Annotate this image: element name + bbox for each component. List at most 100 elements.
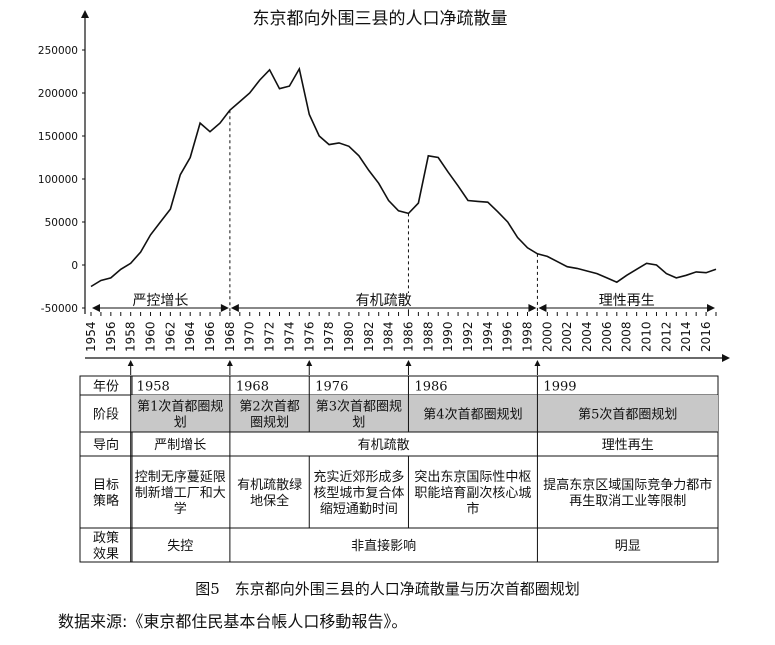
x-tick-label: 2004 bbox=[580, 321, 594, 352]
x-tick-label: 2002 bbox=[560, 321, 574, 352]
table-cell-shade bbox=[537, 395, 718, 432]
year-arrow-head bbox=[127, 360, 134, 366]
table-cell-text: 核型城市复合体 bbox=[313, 485, 404, 501]
table-cell-text: 第4次首都圈规划 bbox=[423, 407, 522, 423]
phase-label-bg bbox=[349, 293, 418, 307]
x-axis-ticks: 1954 1956 1958 1960 1962 1964 1966 1968 1970 1972… bbox=[84, 312, 717, 352]
x-tick-label: 2010 bbox=[640, 321, 654, 352]
table-cell-text: 提高东京区域国际竞争力都市 bbox=[543, 477, 712, 493]
table-cell-text: 1999 bbox=[543, 380, 576, 395]
table-cell-shade bbox=[408, 395, 538, 432]
phase-brackets: 严控增长 有机疏散 理性再生 bbox=[92, 293, 715, 312]
year-arrow-head bbox=[405, 360, 412, 366]
y-tick-label: 100000 bbox=[38, 174, 78, 186]
table-cell-text: 有机疏散绿 bbox=[237, 478, 302, 493]
x-tick-label: 1964 bbox=[183, 321, 197, 352]
table-cell-text: 突出东京国际性中枢 bbox=[414, 469, 531, 485]
table-cell-text: 市 bbox=[466, 501, 479, 517]
x-tick-label: 1992 bbox=[461, 321, 475, 352]
phase-label: 有机疏散 bbox=[356, 293, 412, 309]
table-cell-text: 非直接影响 bbox=[351, 538, 416, 554]
x-tick-label: 1996 bbox=[501, 321, 515, 352]
x-tick-label: 1974 bbox=[282, 321, 296, 352]
phase-left-arrowhead bbox=[538, 304, 547, 312]
table-cell-text: 理性再生 bbox=[602, 438, 654, 453]
table-row-header: 导向 bbox=[93, 437, 119, 453]
table-cell-text: 有机疏散 bbox=[358, 438, 410, 453]
y-axis-ticks: -50000 0 50000 100000 150000 200000 250000 bbox=[38, 45, 85, 315]
phase-right-arrowhead bbox=[528, 304, 537, 312]
x-tick-label: 1980 bbox=[342, 321, 356, 352]
table-cell-text: 再生取消工业等限制 bbox=[569, 493, 686, 509]
x-tick-label: 1990 bbox=[441, 321, 455, 352]
table-cell-text: 控制无序蔓延限 bbox=[135, 470, 226, 485]
phase-left-arrowhead bbox=[230, 304, 239, 312]
table-cell-shade bbox=[130, 395, 230, 432]
x-tick-label: 1982 bbox=[362, 321, 376, 352]
chart-figure: 东京都向外围三县的人口净疏散量 -50000 0 50000 100000 150000… bbox=[38, 9, 730, 563]
table-cell-text: 地保全 bbox=[250, 493, 289, 509]
table-row-header: 年份 bbox=[93, 380, 119, 395]
table-cell-text: 1958 bbox=[137, 380, 170, 395]
phase-label: 严控增长 bbox=[132, 293, 188, 309]
x-tick-label: 1960 bbox=[144, 321, 158, 352]
table-cell-text: 划 bbox=[174, 416, 187, 431]
x-tick-label: 1972 bbox=[263, 321, 277, 352]
x-tick-label: 2008 bbox=[620, 321, 634, 352]
year-arrows bbox=[127, 360, 541, 375]
table-cell-text: 第2次首都 bbox=[239, 399, 299, 415]
table-row-header: 策略 bbox=[93, 493, 119, 509]
x-tick-label: 1962 bbox=[163, 321, 177, 352]
net-outflow-series-line bbox=[90, 66, 717, 288]
table-cell-text: 第1次首都圈规 bbox=[137, 399, 223, 415]
y-tick-label: 200000 bbox=[38, 88, 78, 100]
x-tick-label: 1958 bbox=[124, 321, 138, 352]
y-tick-label: 0 bbox=[71, 260, 78, 272]
axes bbox=[81, 10, 730, 362]
table-cell-shade bbox=[229, 395, 310, 432]
phase-label: 理性再生 bbox=[599, 293, 655, 309]
y-tick-label: 250000 bbox=[38, 45, 78, 57]
y-tick-label: 150000 bbox=[38, 131, 78, 143]
phase-label-bg bbox=[592, 293, 661, 307]
x-tick-label: 2000 bbox=[540, 321, 554, 352]
phase-right-arrowhead bbox=[707, 304, 715, 312]
x-tick-label: 1968 bbox=[223, 321, 237, 352]
table-cell-text: 第3次首都圈规 bbox=[316, 399, 402, 415]
x-tick-label: 2014 bbox=[679, 321, 693, 352]
year-arrow-head bbox=[306, 360, 313, 366]
phase-label-bg bbox=[126, 293, 195, 307]
chart-title: 东京都向外围三县的人口净疏散量 bbox=[253, 9, 508, 29]
table-border bbox=[79, 375, 719, 563]
x-tick-label: 1954 bbox=[84, 321, 98, 352]
table-cell-text: 圈规划 bbox=[250, 416, 289, 431]
table-row-header: 阶段 bbox=[93, 408, 119, 423]
year-arrow-head bbox=[534, 360, 541, 366]
table-row-header: 效果 bbox=[93, 547, 119, 562]
table-cell-shade bbox=[309, 395, 409, 432]
y-tick-label: 50000 bbox=[45, 217, 78, 229]
table-cell-text: 职能培育副次核心城 bbox=[414, 485, 531, 501]
x-axis-arrowhead bbox=[722, 354, 730, 362]
table-cell-text: 学 bbox=[174, 501, 187, 517]
table-cell-text: 第5次首都圈规划 bbox=[578, 407, 677, 423]
x-tick-label: 2012 bbox=[659, 321, 673, 352]
y-tick-label: -50000 bbox=[41, 303, 78, 315]
x-tick-label: 1986 bbox=[401, 321, 415, 352]
data-source-note: 数据来源:《東京都住民基本台帳人口移動報告》。 bbox=[58, 612, 408, 631]
phase-left-arrowhead bbox=[92, 304, 100, 312]
x-tick-label: 1984 bbox=[382, 321, 396, 352]
y-axis-arrowhead bbox=[81, 10, 89, 18]
x-tick-label: 1966 bbox=[203, 321, 217, 352]
phase-dividers bbox=[229, 110, 538, 312]
table-row-header: 目标 bbox=[93, 478, 119, 493]
table-cell-text: 1986 bbox=[414, 380, 447, 395]
x-tick-label: 1988 bbox=[421, 321, 435, 352]
phase-right-arrowhead bbox=[220, 304, 229, 312]
table-cell-text: 1968 bbox=[236, 380, 269, 395]
table-row-header: 政策 bbox=[93, 530, 119, 546]
x-tick-label: 1956 bbox=[104, 321, 118, 352]
year-arrow-head bbox=[226, 360, 233, 366]
x-tick-label: 1970 bbox=[243, 321, 257, 352]
